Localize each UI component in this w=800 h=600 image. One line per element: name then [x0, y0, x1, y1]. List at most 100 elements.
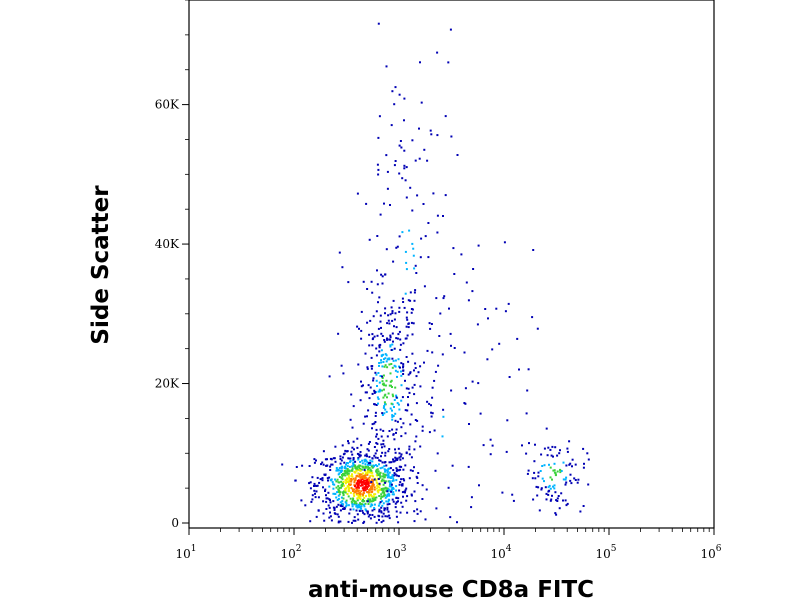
- event-point: [415, 402, 418, 405]
- event-point: [418, 157, 421, 160]
- event-point: [340, 459, 343, 462]
- event-point: [390, 476, 393, 479]
- event-point: [383, 401, 386, 404]
- event-point: [388, 476, 391, 479]
- event-point: [553, 462, 556, 465]
- event-point: [394, 160, 397, 162]
- event-point: [377, 168, 380, 171]
- event-point: [371, 509, 374, 512]
- event-point: [359, 464, 362, 467]
- event-point: [554, 474, 557, 477]
- event-point: [463, 351, 466, 354]
- event-point: [416, 512, 419, 515]
- event-point: [345, 467, 348, 470]
- event-point: [377, 489, 380, 492]
- event-point: [342, 497, 345, 500]
- event-point: [392, 359, 395, 362]
- event-point: [406, 318, 409, 321]
- event-point: [430, 133, 433, 136]
- event-point: [402, 422, 405, 425]
- event-point: [379, 314, 382, 317]
- event-point: [390, 384, 392, 387]
- y-tick-label: 60K: [155, 98, 180, 112]
- event-point: [339, 520, 342, 523]
- event-point: [379, 213, 382, 216]
- event-point: [398, 408, 401, 411]
- event-point: [388, 494, 391, 497]
- event-point: [322, 486, 324, 489]
- event-point: [426, 349, 429, 352]
- event-point: [373, 508, 376, 511]
- event-point: [361, 459, 364, 462]
- event-point: [374, 464, 377, 467]
- event-point: [379, 428, 382, 431]
- event-point: [388, 503, 391, 505]
- y-tick-label: 20K: [155, 377, 180, 391]
- event-point: [372, 465, 375, 468]
- event-point: [364, 489, 367, 492]
- event-point: [451, 464, 454, 467]
- event-point: [352, 459, 355, 462]
- event-point: [409, 371, 412, 374]
- event-point: [359, 454, 362, 457]
- event-point: [395, 467, 398, 470]
- event-point: [376, 472, 379, 475]
- x-tick-label: 101: [175, 544, 196, 561]
- event-point: [389, 334, 392, 337]
- event-point: [322, 500, 325, 503]
- event-point: [419, 385, 422, 388]
- event-point: [342, 372, 345, 375]
- event-point: [405, 261, 408, 264]
- event-point: [396, 245, 399, 248]
- event-point: [375, 521, 378, 524]
- event-point: [347, 488, 350, 491]
- event-point: [391, 357, 394, 360]
- event-point: [430, 415, 433, 418]
- event-point: [326, 464, 329, 467]
- event-point: [394, 448, 396, 451]
- event-point: [438, 335, 441, 337]
- event-point: [349, 418, 352, 421]
- event-point: [379, 459, 382, 462]
- event-point: [549, 499, 552, 502]
- event-point: [381, 478, 384, 481]
- event-point: [373, 515, 376, 518]
- event-point: [442, 215, 444, 217]
- event-point: [372, 315, 375, 318]
- event-point: [352, 477, 355, 480]
- event-point: [551, 494, 553, 497]
- event-point: [422, 203, 425, 205]
- event-point: [378, 364, 380, 367]
- event-point: [342, 491, 345, 494]
- event-point: [355, 489, 358, 492]
- event-point: [343, 506, 346, 509]
- event-point: [547, 486, 550, 489]
- event-point: [376, 163, 379, 166]
- event-point: [379, 471, 382, 474]
- y-tick-label: 40K: [155, 237, 180, 251]
- event-point: [392, 395, 395, 398]
- event-point: [365, 481, 368, 484]
- event-point: [419, 256, 422, 259]
- event-point: [394, 386, 397, 389]
- event-point: [369, 486, 372, 489]
- event-point: [562, 478, 565, 481]
- event-point: [372, 479, 375, 482]
- event-point: [357, 472, 360, 475]
- event-point: [383, 491, 386, 494]
- event-point: [347, 485, 350, 488]
- event-point: [547, 490, 550, 493]
- event-point: [402, 363, 405, 366]
- event-point: [444, 194, 447, 197]
- event-point: [402, 468, 405, 471]
- event-point: [413, 448, 416, 451]
- event-point: [380, 361, 383, 364]
- event-point: [360, 385, 363, 388]
- event-point: [366, 500, 369, 503]
- event-point: [334, 460, 337, 463]
- event-point: [378, 350, 381, 353]
- event-point: [347, 495, 350, 498]
- event-point: [363, 479, 366, 482]
- event-point: [554, 491, 557, 494]
- event-point: [428, 322, 431, 325]
